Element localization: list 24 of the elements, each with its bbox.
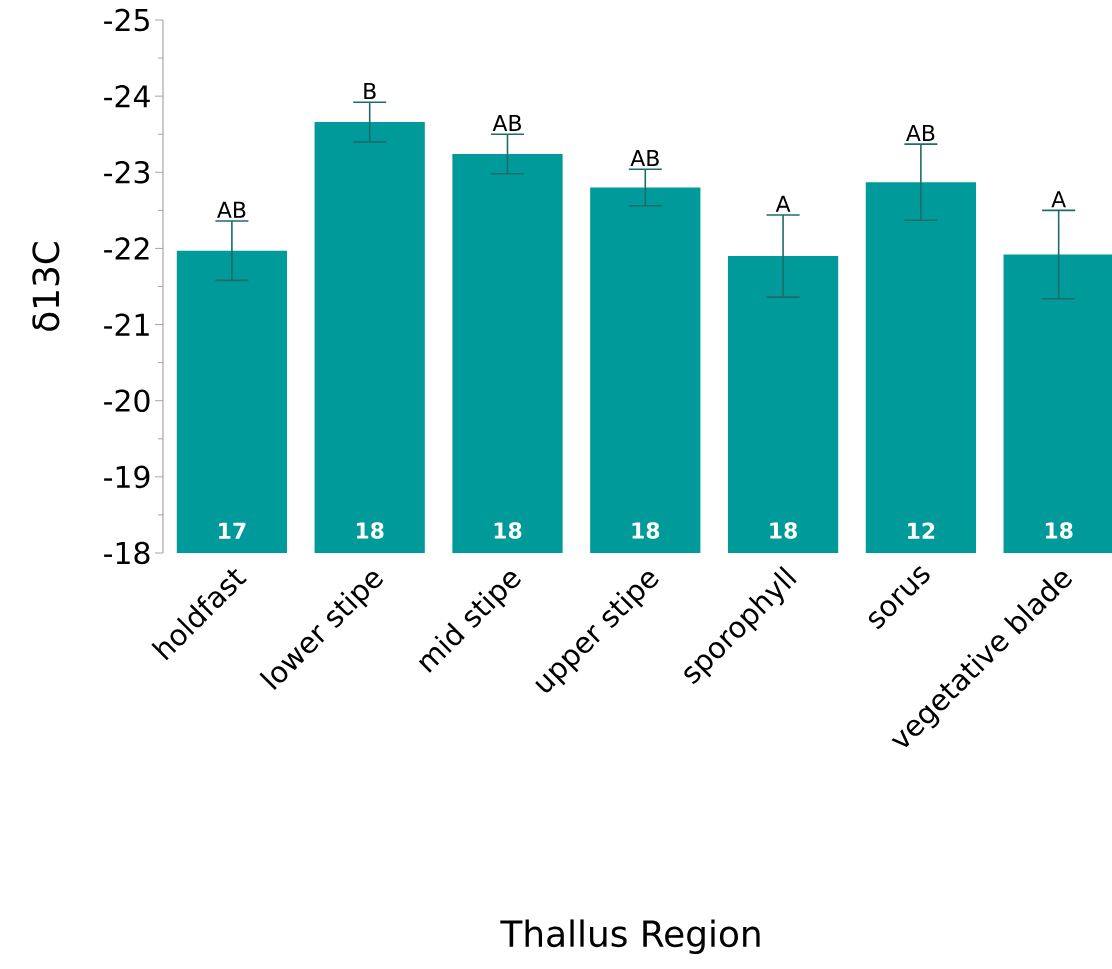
annotation: AB: [906, 124, 935, 141]
annotation: A: [775, 195, 791, 212]
y-tick-label: -22: [104, 237, 149, 260]
y-tick-label: -25: [104, 8, 149, 32]
annotation: 18: [632, 522, 660, 539]
annotation: AB: [630, 150, 659, 167]
y-tick-label: -19: [104, 465, 150, 489]
annotation: 18: [356, 522, 384, 539]
y-axis-title: δ13C: [32, 242, 60, 331]
y-tick-label: -24: [104, 85, 150, 108]
annotation: 12: [908, 522, 935, 539]
y-tick-label: -21: [104, 313, 149, 336]
y-tick-label: -18: [104, 541, 150, 565]
y-tick-label: -20: [104, 389, 150, 413]
annotation: AB: [217, 201, 246, 218]
annotation: 18: [770, 522, 797, 539]
annotation: 17: [219, 522, 246, 539]
annotation: 18: [1045, 522, 1073, 539]
y-tick-label: -23: [104, 160, 150, 184]
annotation: AB: [492, 115, 521, 132]
annotation: 18: [494, 522, 522, 539]
annotation: A: [1051, 191, 1066, 208]
annotation: B: [364, 83, 376, 100]
x-axis-title: Thallus Region: [500, 919, 760, 955]
